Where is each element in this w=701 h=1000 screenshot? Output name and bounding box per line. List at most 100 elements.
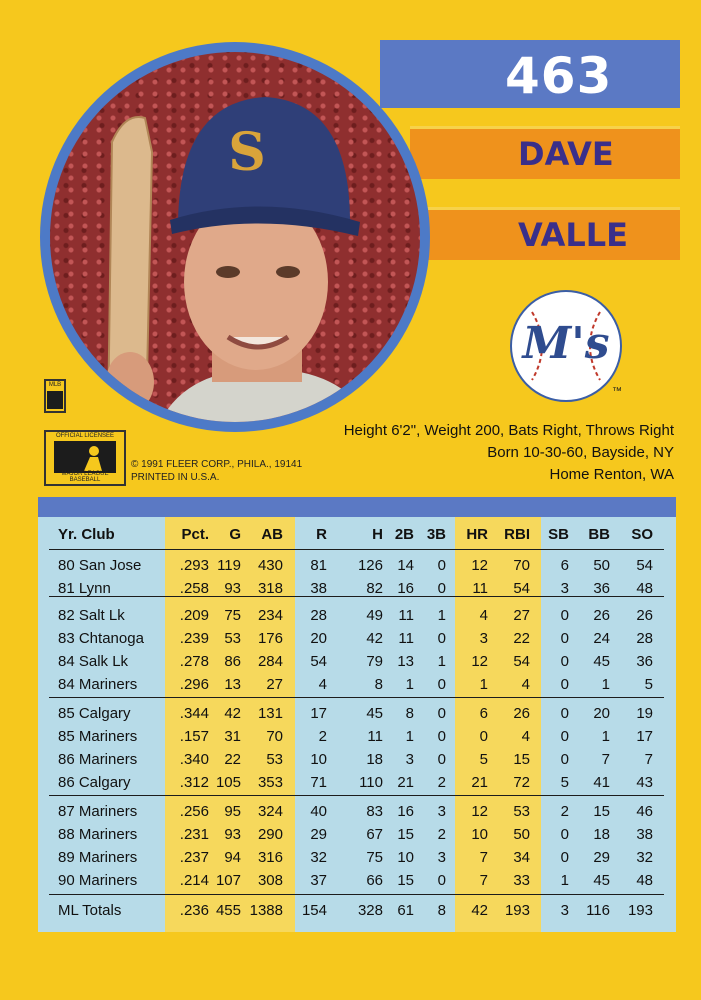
stats-cell: 18 xyxy=(366,751,383,768)
stats-cell: .237 xyxy=(179,849,209,866)
stats-cell: 126 xyxy=(357,557,383,574)
stats-totals-label: ML Totals xyxy=(58,902,122,919)
stats-cell: 82 xyxy=(366,580,383,597)
stats-column-stripe xyxy=(165,517,295,932)
stats-cell: .344 xyxy=(179,705,209,722)
stats-cell: 53 xyxy=(266,751,283,768)
stats-divider-line xyxy=(49,795,664,796)
last-name: VALLE xyxy=(518,216,628,254)
stats-row-label: 86 Calgary xyxy=(58,774,131,791)
stats-cell: 95 xyxy=(224,803,241,820)
stats-column-header: 3B xyxy=(426,526,446,543)
stats-cell: .293 xyxy=(179,557,209,574)
stats-cell: 15 xyxy=(593,803,610,820)
stats-cell: 1 xyxy=(405,676,414,693)
stats-cell: 36 xyxy=(636,653,653,670)
stats-cell: 0 xyxy=(560,607,569,624)
stats-cell: 34 xyxy=(513,849,530,866)
stats-cell: 0 xyxy=(437,676,446,693)
bio-line-born: Born 10-30-60, Bayside, NY xyxy=(487,444,674,461)
stats-cell: 72 xyxy=(513,774,530,791)
stats-totals-cell: 8 xyxy=(437,902,446,919)
cap-logo: S xyxy=(228,122,266,183)
stats-top-band xyxy=(38,497,676,517)
stats-cell: 0 xyxy=(437,705,446,722)
stats-cell: 66 xyxy=(366,872,383,889)
copyright-line: © 1991 FLEER CORP., PHILA., 19141 xyxy=(131,459,303,470)
stats-cell: 0 xyxy=(437,580,446,597)
mlb-logo-icon: MLB xyxy=(44,379,66,413)
stats-cell: 20 xyxy=(310,630,327,647)
stats-cell: 234 xyxy=(257,607,283,624)
stats-cell: 26 xyxy=(513,705,530,722)
stats-cell: 13 xyxy=(397,653,414,670)
stats-totals-cell: 193 xyxy=(504,902,530,919)
stats-totals-cell: 61 xyxy=(397,902,414,919)
stats-cell: 105 xyxy=(215,774,241,791)
stats-cell: 3 xyxy=(437,849,446,866)
stats-table-background xyxy=(38,517,676,932)
stats-cell: 54 xyxy=(636,557,653,574)
stats-cell: 284 xyxy=(257,653,283,670)
stats-cell: 15 xyxy=(513,751,530,768)
player-photo-frame: S xyxy=(40,42,430,432)
stats-cell: 0 xyxy=(437,872,446,889)
copyright: © 1991 FLEER CORP., PHILA., 19141 PRINTE… xyxy=(131,458,302,484)
stats-cell: 46 xyxy=(636,803,653,820)
stats-column-stripe xyxy=(455,517,541,932)
stats-cell: 8 xyxy=(374,676,383,693)
stats-cell: 13 xyxy=(224,676,241,693)
stats-cell: 16 xyxy=(397,580,414,597)
stats-cell: 11 xyxy=(398,630,414,647)
stats-cell: 27 xyxy=(513,607,530,624)
stats-cell: 93 xyxy=(224,580,241,597)
stats-totals-cell: 455 xyxy=(215,902,241,919)
stats-cell: 81 xyxy=(310,557,327,574)
stats-cell: 32 xyxy=(310,849,327,866)
stats-row-label: 80 San Jose xyxy=(58,557,142,574)
stats-cell: 0 xyxy=(437,751,446,768)
stats-cell: 6 xyxy=(560,557,569,574)
stats-cell: 107 xyxy=(215,872,241,889)
stats-cell: 316 xyxy=(257,849,283,866)
stats-cell: 11 xyxy=(398,607,414,624)
stats-cell: .312 xyxy=(179,774,209,791)
stats-cell: 21 xyxy=(397,774,414,791)
player-bio: Height 6'2", Weight 200, Bats Right, Thr… xyxy=(344,420,674,486)
stats-row-label: 88 Mariners xyxy=(58,826,138,843)
stats-cell: 16 xyxy=(397,803,414,820)
stats-cell: 15 xyxy=(397,872,414,889)
stats-cell: 0 xyxy=(560,676,569,693)
stats-cell: 75 xyxy=(366,849,383,866)
trademark-symbol: ™ xyxy=(612,386,622,397)
stats-cell: 14 xyxy=(397,557,414,574)
card-number: 463 xyxy=(505,47,613,105)
stats-cell: 93 xyxy=(224,826,241,843)
stats-cell: 1 xyxy=(479,676,488,693)
stats-divider-line xyxy=(49,549,664,550)
stats-cell: 33 xyxy=(513,872,530,889)
team-logo-text: M's xyxy=(522,318,610,369)
stats-cell: 110 xyxy=(359,774,383,791)
stats-cell: 12 xyxy=(471,803,488,820)
stats-cell: 32 xyxy=(636,849,653,866)
stats-cell: 10 xyxy=(397,849,414,866)
stats-cell: 4 xyxy=(479,607,488,624)
stats-cell: 119 xyxy=(217,557,241,574)
stats-totals-cell: .236 xyxy=(179,902,209,919)
stats-column-header: 2B xyxy=(394,526,414,543)
stats-cell: .214 xyxy=(179,872,209,889)
stats-cell: 5 xyxy=(479,751,488,768)
baseball-stitching-icon xyxy=(531,311,601,381)
stats-divider-line xyxy=(49,894,664,895)
stats-cell: 4 xyxy=(318,676,327,693)
stats-cell: 308 xyxy=(257,872,283,889)
stats-cell: 0 xyxy=(437,728,446,745)
stats-cell: 1 xyxy=(437,653,446,670)
stats-cell: 28 xyxy=(310,607,327,624)
stats-totals-cell: 3 xyxy=(560,902,569,919)
player-portrait-icon: S xyxy=(106,97,370,422)
stats-cell: 42 xyxy=(366,630,383,647)
stats-row-label: 82 Salt Lk xyxy=(58,607,125,624)
stats-totals-cell: 328 xyxy=(357,902,383,919)
